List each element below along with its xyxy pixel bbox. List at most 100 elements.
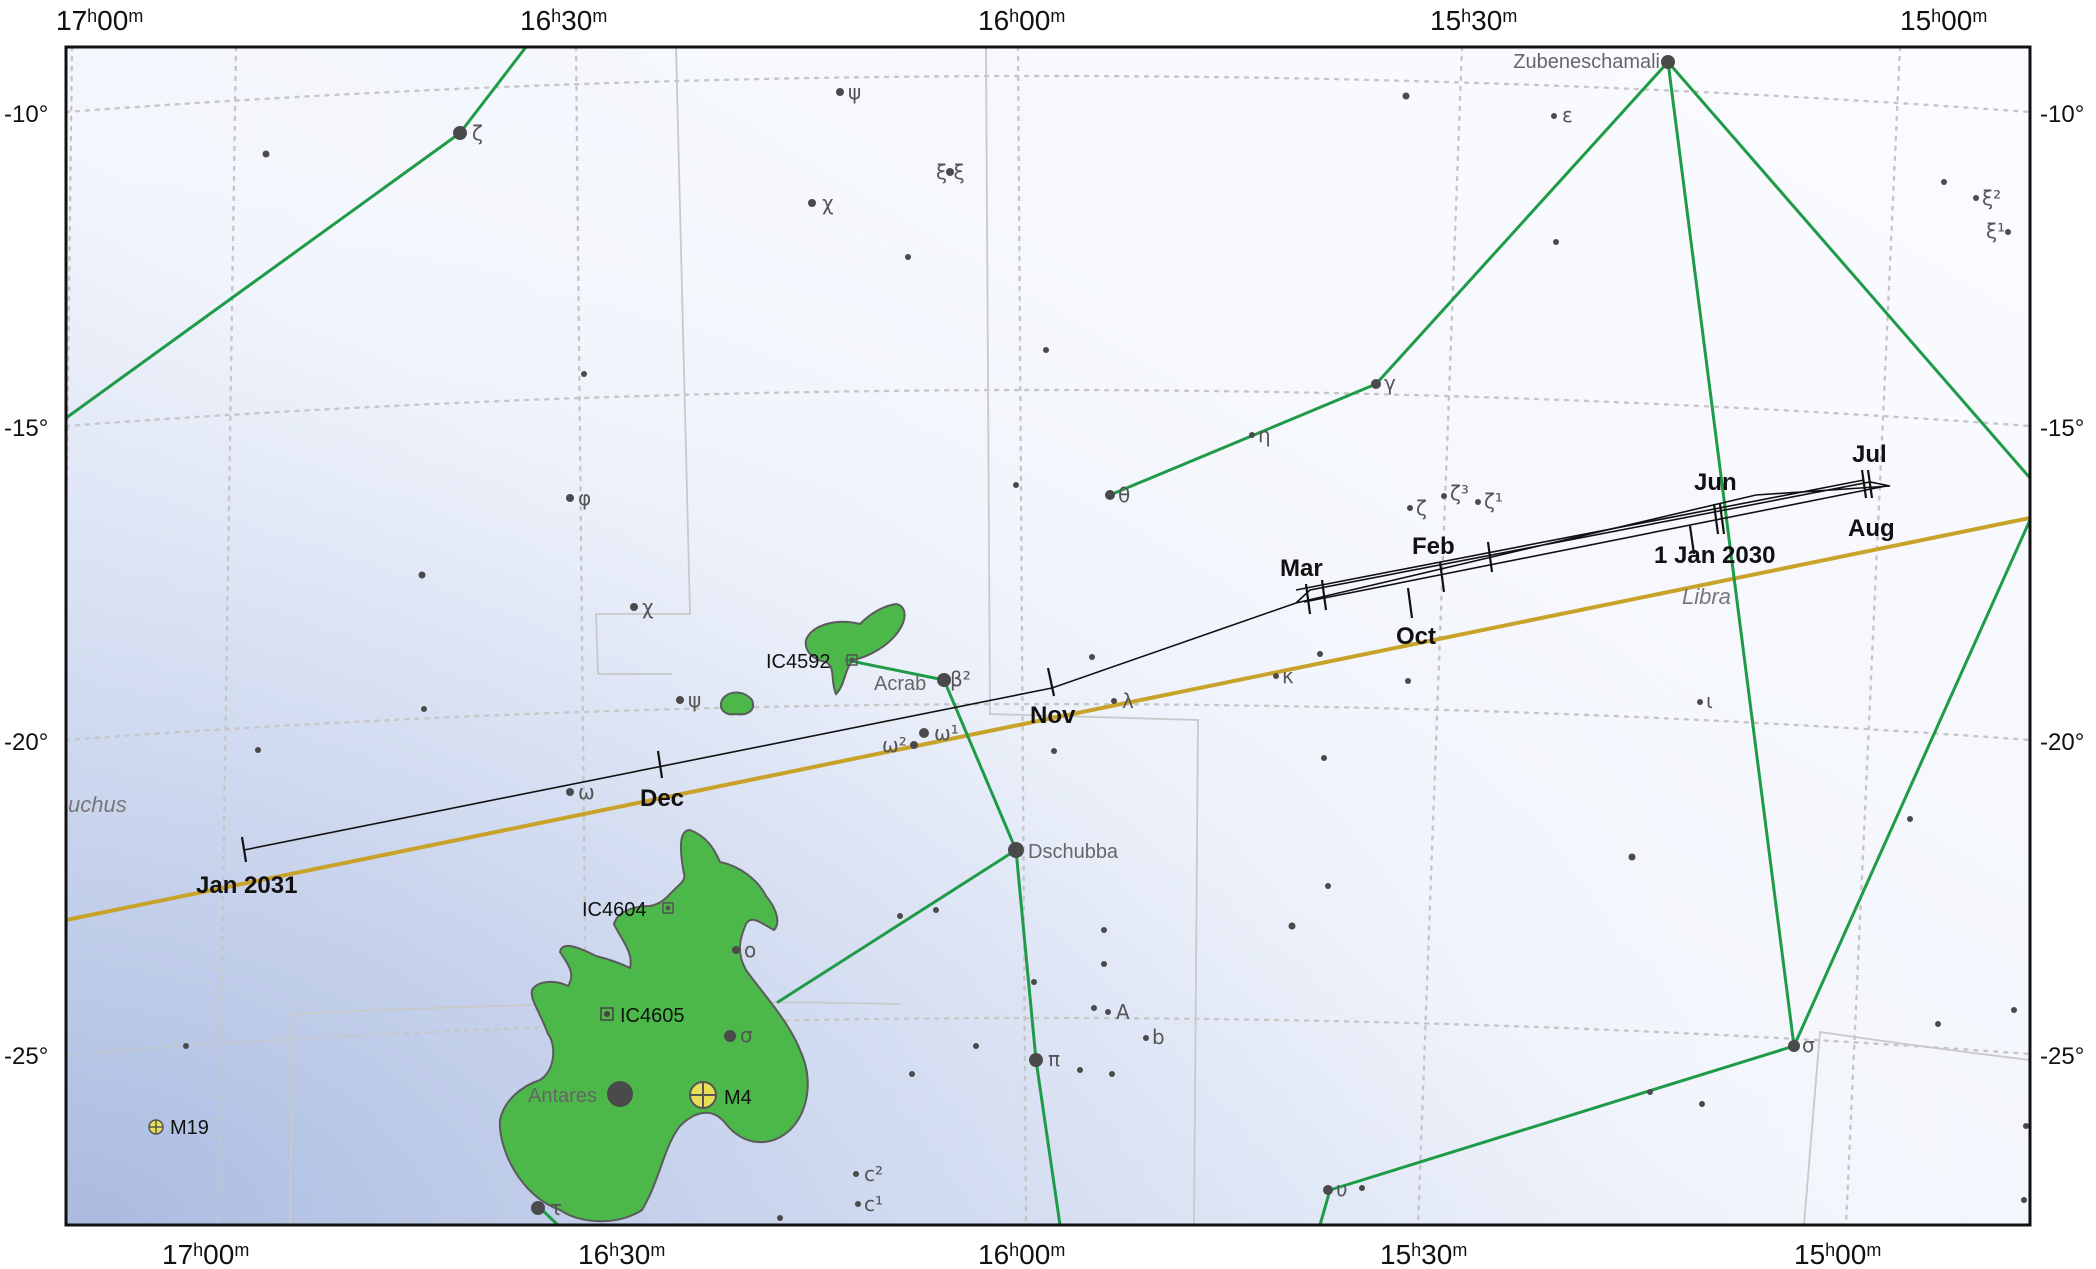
track-path [243,481,1891,851]
dec-left-15: -15° [4,415,48,442]
tick-jun2 [1718,503,1726,535]
ra-top-1700a-label: 17h00m [56,5,143,36]
label-nov: Nov [1030,702,1076,729]
ic4605-marker [600,1007,614,1021]
star-chi2 [630,603,638,611]
label-acrab: Acrab [874,673,926,695]
star-field [1628,853,1636,861]
star-field [1043,347,1049,353]
star-eta [1249,432,1255,438]
tick-jan2030 [1688,525,1696,555]
star-field [581,371,587,377]
label-m19: M19 [170,1117,209,1139]
ra-labels-bottom: 17h00m 16h30m 16h00m 15h30m 15h00m [162,1239,1881,1269]
star-field [418,571,426,579]
label-xi: ξ ξ [936,160,965,184]
label-tau: τ [550,1196,562,1220]
boundary-4 [1803,1030,2030,1225]
label-epsilon: ε [1562,103,1573,127]
grid-ra-1530 [1416,47,1464,1225]
star-field [1031,979,1037,985]
star-sigma-lib [1788,1040,1800,1052]
boundary-2 [985,47,1199,1225]
star-field [2021,1197,2027,1203]
star-gamma-lib [1371,379,1381,389]
grid-dec-15 [66,388,2030,428]
label-omega1: ω¹ [934,721,959,745]
label-zeta1: ζ¹ [1484,489,1503,513]
star-sigma-sco [724,1030,736,1042]
star-b [1143,1035,1149,1041]
label-dec: Dec [640,785,684,812]
star-xi2 [1973,195,1979,201]
nebula-small [720,691,754,716]
dec-right-20: -20° [2040,729,2084,756]
nebula-ic4592 [804,602,906,696]
ra-top-1630-label: 16h30m [520,5,607,36]
label-psi2: ψ [688,688,701,712]
grid-ra-1500 [1844,47,1902,1225]
label-psi: ψ [848,80,861,104]
label-antares: Antares [528,1085,597,1107]
star-omicron [732,946,740,954]
ra-labels-top-fixed: 17h00m 16h30m 16h00m 15h30m 15h00m [56,5,1987,36]
ra-bottom-1630-label: 16h30m [578,1239,665,1269]
label-b: b [1152,1025,1165,1049]
star-field [183,1043,189,1049]
star-kappa [1273,673,1279,679]
star-field [1359,1185,1365,1191]
dec-labels-left: -10° -15° -20° -25° [4,101,48,1070]
star-phi [566,494,574,502]
label-a: A [1116,1000,1130,1024]
star-omega1 [919,728,929,738]
tick-oct [1406,587,1414,619]
tick-mar1 [1304,583,1312,615]
label-sigma-lib: σ [1802,1033,1815,1057]
line-libra-sigma-up [1792,518,2030,1048]
dec-labels-right: -10° -15° -20° -25° [2040,101,2084,1070]
label-zeta3: ζ³ [1450,481,1469,505]
star-field [933,907,939,913]
star-field [1077,1067,1083,1073]
star-field [1907,816,1913,822]
ra-bottom-1600-label: 16h00m [978,1239,1065,1269]
star-field [973,1043,979,1049]
tick-jan2031 [240,836,248,863]
star-field [1553,239,1559,245]
star-omega [566,788,574,796]
star-field [1647,1089,1653,1095]
dec-left-10: -10° [4,101,48,128]
ra-bottom-1700-label: 17h00m [162,1239,249,1269]
tick-nov [1046,667,1056,697]
m4-marker [689,1081,717,1109]
label-zubeneschamali: Zubeneschamali [1513,51,1660,73]
grid-dec-20 [66,702,2030,742]
star-psi [836,88,844,96]
star-field [2011,1007,2017,1013]
nebula-antares-region [498,828,809,1223]
label-gamma: γ [1384,371,1396,395]
star-dschubba [1008,842,1024,858]
star-zubeneschamali [1661,55,1675,69]
line-libra-sigma [1666,60,1796,1048]
label-zeta-lib: ζ [1416,496,1427,520]
label-lambda: λ [1122,689,1134,713]
star-zeta-oph [453,126,467,140]
label-phi: φ [578,486,591,510]
star-pi-sco [1029,1053,1043,1067]
line-scorpius-head [776,848,1018,1004]
star-omega2 [910,741,918,749]
label-ic4604: IC4604 [582,899,647,921]
star-field [1941,179,1947,185]
label-ic4592: IC4592 [766,651,831,673]
dec-right-25: -25° [2040,1043,2084,1070]
label-aug: Aug [1848,515,1895,542]
star-theta-lib [1105,490,1115,500]
object-labels: IC4592 IC4604 IC4605 M4 M19 [170,651,831,1139]
label-iota: ι [1706,689,1713,713]
planet-track [243,479,1891,851]
star-field [1109,1071,1115,1077]
label-xi2: ξ² [1982,186,2001,210]
